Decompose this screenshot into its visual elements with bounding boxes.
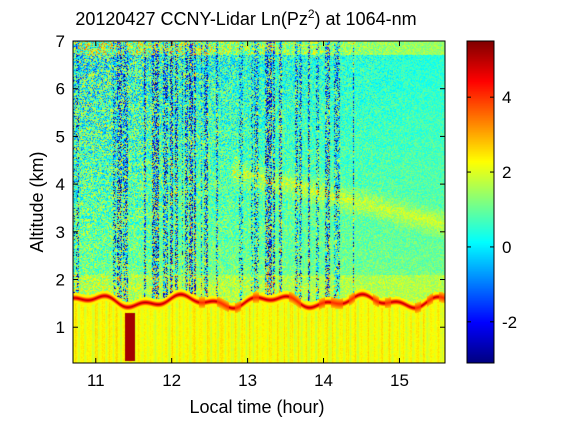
colorbar-tick-label: -2 (502, 313, 517, 332)
y-tick-label: 5 (56, 127, 65, 146)
x-axis: 11 12 13 14 15 (87, 41, 409, 390)
y-axis-label: Altitude (km) (27, 151, 47, 252)
x-tick-label: 12 (162, 371, 181, 390)
y-tick-label: 7 (56, 32, 65, 51)
y-tick-label: 4 (56, 175, 65, 194)
x-tick-label: 13 (238, 371, 257, 390)
colorbar-tick-label: 2 (502, 163, 511, 182)
y-tick-label: 3 (56, 223, 65, 242)
x-tick-label: 14 (314, 371, 333, 390)
colorbar-frame (466, 40, 495, 364)
chart-title-superscript: 2 (308, 7, 315, 21)
y-axis: 1 2 3 4 5 6 7 (56, 32, 445, 337)
chart-title: 20120427 CCNY-Lidar Ln(Pz2) at 1064-nm (75, 7, 416, 29)
colorbar-axis: -2 0 2 4 (467, 88, 517, 332)
plot-area-frame (72, 40, 446, 364)
colorbar-canvas (467, 41, 494, 363)
plot-area-raster (73, 41, 445, 363)
chart-title-suffix: ) at 1064-nm (315, 9, 417, 29)
y-tick-label: 2 (56, 271, 65, 290)
x-axis-label: Local time (hour) (189, 397, 324, 417)
lidar-heatmap-canvas (73, 41, 445, 363)
x-tick-label: 15 (390, 371, 409, 390)
y-tick-label: 1 (56, 318, 65, 337)
colorbar-tick-label: 0 (502, 238, 511, 257)
colorbar-tick-label: 4 (502, 88, 511, 107)
chart-title-prefix: 20120427 CCNY-Lidar Ln(Pz (75, 9, 307, 29)
y-tick-label: 6 (56, 80, 65, 99)
colorbar-raster (467, 41, 494, 363)
x-tick-label: 11 (87, 371, 105, 390)
